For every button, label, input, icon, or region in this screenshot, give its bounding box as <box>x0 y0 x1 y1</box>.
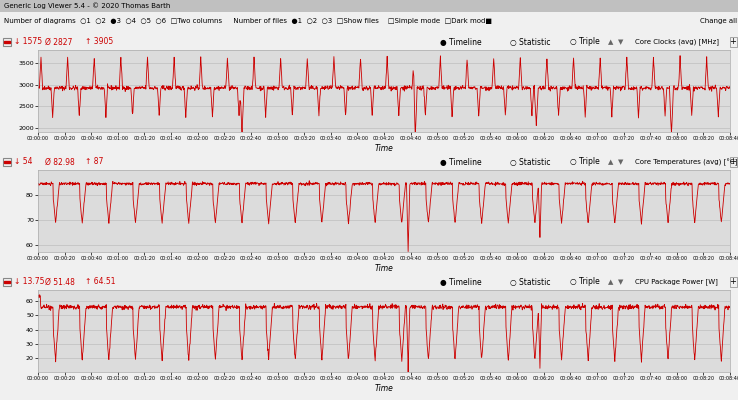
Text: ○ Triple: ○ Triple <box>570 38 600 46</box>
Text: ↓ 54: ↓ 54 <box>14 158 32 166</box>
Text: +: + <box>730 38 737 46</box>
Text: +: + <box>730 158 737 166</box>
Bar <box>730 157 737 167</box>
Text: ▼: ▼ <box>618 279 624 285</box>
Bar <box>3 158 11 166</box>
X-axis label: Time: Time <box>375 144 393 153</box>
Text: ↑ 87: ↑ 87 <box>85 158 103 166</box>
Text: ▲: ▲ <box>608 39 613 45</box>
Text: ○ Statistic: ○ Statistic <box>510 278 551 286</box>
Text: ↓ 13.75: ↓ 13.75 <box>14 278 44 286</box>
Text: ● Timeline: ● Timeline <box>440 278 482 286</box>
Text: Change all: Change all <box>700 18 737 24</box>
Bar <box>4 281 10 283</box>
Text: Core Temperatures (avg) [°C]: Core Temperatures (avg) [°C] <box>635 158 737 166</box>
Text: ▼: ▼ <box>618 159 624 165</box>
Text: Core Clocks (avg) [MHz]: Core Clocks (avg) [MHz] <box>635 39 719 45</box>
Text: +: + <box>730 278 737 286</box>
Bar <box>3 278 11 286</box>
Bar <box>730 277 737 287</box>
Text: ○ Triple: ○ Triple <box>570 158 600 166</box>
Text: ↓ 1575: ↓ 1575 <box>14 38 42 46</box>
Text: Ø 82.98: Ø 82.98 <box>45 158 75 166</box>
Bar <box>4 41 10 43</box>
Text: ● Timeline: ● Timeline <box>440 158 482 166</box>
Text: ↑ 3905: ↑ 3905 <box>85 38 113 46</box>
Text: Ø 2827: Ø 2827 <box>45 38 72 46</box>
Bar <box>730 37 737 47</box>
X-axis label: Time: Time <box>375 264 393 273</box>
Text: CPU Package Power [W]: CPU Package Power [W] <box>635 279 718 285</box>
Text: ● Timeline: ● Timeline <box>440 38 482 46</box>
Text: Generic Log Viewer 5.4 - © 2020 Thomas Barth: Generic Log Viewer 5.4 - © 2020 Thomas B… <box>4 3 170 9</box>
Text: ○ Statistic: ○ Statistic <box>510 158 551 166</box>
Text: ○ Statistic: ○ Statistic <box>510 38 551 46</box>
Text: ▼: ▼ <box>618 39 624 45</box>
X-axis label: Time: Time <box>375 384 393 393</box>
Bar <box>3 38 11 46</box>
Text: ▲: ▲ <box>608 279 613 285</box>
Text: ○ Triple: ○ Triple <box>570 278 600 286</box>
Bar <box>4 161 10 163</box>
Text: Ø 51.48: Ø 51.48 <box>45 278 75 286</box>
Text: ▲: ▲ <box>608 159 613 165</box>
Text: Number of diagrams  ○1  ○2  ●3  ○4  ○5  ○6  □Two columns     Number of files  ●1: Number of diagrams ○1 ○2 ●3 ○4 ○5 ○6 □Tw… <box>4 18 492 24</box>
Text: ↑ 64.51: ↑ 64.51 <box>85 278 116 286</box>
